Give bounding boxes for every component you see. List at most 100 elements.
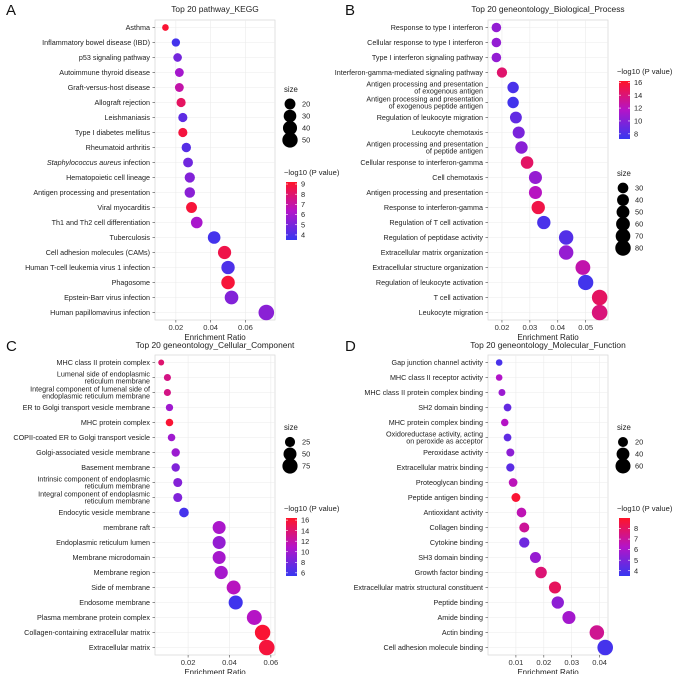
panel-d-category-label: Cell adhesion molecule binding: [384, 643, 484, 652]
panel-b-size-legend-label: 60: [635, 220, 643, 229]
panel-c-plot-area: [154, 354, 276, 656]
panel-a-color-legend-label: 8: [301, 190, 305, 199]
panel-b-category-label: Antigen processing and presentation of pe…: [366, 139, 483, 155]
panel-b-size-legend-dot: [616, 205, 630, 219]
panel-d-x-label: Enrichment Ratio: [517, 668, 579, 674]
panel-d-dot-sh2-domain-binding: [503, 403, 512, 412]
panel-d-category-label: Proteoglycan binding: [416, 478, 483, 487]
panel-c-color-legend-title: −log10 (P value): [284, 504, 340, 513]
panel-letter-d: D: [345, 338, 356, 355]
panel-b-dot-regulation-of-leukocyte-activation: [578, 274, 594, 291]
panel-a-dot-type-i-diabetes-mellitus: [178, 127, 188, 138]
panel-b-size-legend-title: size: [617, 169, 631, 178]
panel-b-color-legend-title: −log10 (P value): [617, 67, 673, 76]
panel-b-size-legend-label: 30: [635, 184, 643, 193]
panel-c-size-legend-label: 25: [302, 438, 310, 447]
panel-c-category-label: Collagen-containing extracellular matrix: [24, 628, 150, 637]
panel-d-category-label: Extracellular matrix binding: [397, 463, 483, 472]
panel-a-size-legend-label: 50: [302, 136, 310, 145]
panel-d-category-label: Extracellular matrix structural constitu…: [354, 583, 483, 592]
panel-a-color-legend-label: 5: [301, 220, 305, 229]
panel-b-category-label: Regulation of leukocyte activation: [376, 278, 483, 287]
panel-c-color-legend-label: 8: [301, 558, 305, 567]
panel-a-dot-p53-signaling-pathway: [173, 53, 182, 62]
panel-c-category-label: Endosome membrane: [79, 598, 150, 607]
panel-b-category-label: Response to type I interferon: [391, 23, 483, 32]
panel-c-category-label: Endocytic vesicle membrane: [59, 508, 150, 517]
panel-letter-c: C: [6, 338, 17, 355]
panel-a-dot-rheumatoid-arthritis: [181, 142, 192, 153]
panel-c-category-label: membrane raft: [103, 523, 150, 532]
panel-a-color-legend-label: 4: [301, 231, 305, 240]
panel-c-x-tick-label: 0.04: [222, 658, 237, 667]
panel-a-dot-hematopoietic-cell-lineage: [184, 172, 195, 183]
panel-a-x-label: Enrichment Ratio: [184, 333, 246, 342]
panel-d-category-label: SH2 domain binding: [418, 403, 483, 412]
panel-d-category-label: Peptide antigen binding: [408, 493, 483, 502]
panel-d-category-label: Gap junction channel activity: [392, 358, 484, 367]
panel-d-category-label: Peroxidase activity: [423, 448, 483, 457]
panel-d-size-legend-dot: [615, 458, 631, 474]
panel-c-dot-endosome-membrane: [228, 595, 243, 610]
panel-b-category-label: Cellular response to type I interferon: [367, 38, 483, 47]
panel-d-dot-extracellular-matrix-structural-constituent: [548, 581, 562, 594]
panel-a-category-label: Inflammatory bowel disease (IBD): [42, 38, 150, 47]
panel-a-x-tick-label: 0.06: [238, 323, 253, 332]
panel-d-dot-amide-binding: [562, 610, 576, 625]
panel-a-dot-phagosome: [221, 275, 235, 290]
panel-a-category-label: p53 signaling pathway: [79, 53, 151, 62]
panel-a-dot-allograft-rejection: [176, 97, 186, 108]
panel-d-category-label: MHC class II receptor activity: [390, 373, 483, 382]
panel-d-plot-area: [487, 354, 609, 656]
panel-b-category-label: Cell chemotaxis: [432, 173, 483, 182]
panel-d-category-label: MHC class II protein complex binding: [364, 388, 483, 397]
panel-d-dot-mhc-class-ii-protein-complex-binding: [498, 389, 506, 396]
panel-c-dot-membrane-region: [214, 565, 228, 580]
panel-b-category-label: Extracellular matrix organization: [381, 248, 483, 257]
panel-b-dot-regulation-of-leukocyte-migration: [509, 111, 522, 124]
panel-b-category-label: Antigen processing and presentation of ex…: [366, 79, 483, 95]
panel-b-category-label: Type I interferon signaling pathway: [372, 53, 483, 62]
panel-d-color-legend-title: −log10 (P value): [617, 504, 673, 513]
panel-b-category-label: Leukocyte chemotaxis: [412, 128, 484, 137]
panel-c-dot-intrinsic-component-of-endoplasmic-reticulum-membrane: [173, 477, 183, 488]
panel-a-category-label: Staphylococcus aureus infection: [47, 158, 150, 167]
panel-c-size-legend-label: 50: [302, 450, 310, 459]
panel-a-dot-human-t-cell-leukemia-virus-1-infection: [221, 260, 235, 275]
panel-d-category-label: Growth factor binding: [415, 568, 483, 577]
panel-c-category-label: Extracellular matrix: [89, 643, 151, 652]
panel-a-category-label: Cell adhesion molecules (CAMs): [46, 248, 150, 257]
panel-b-category-label: Cellular response to interferon-gamma: [360, 158, 483, 167]
panel-d-category-label: MHC protein complex binding: [389, 418, 483, 427]
panel-d-dot-extracellular-matrix-binding: [506, 463, 515, 472]
panel-c-category-label: Endoplasmic reticulum lumen: [56, 538, 150, 547]
panel-b-x-tick-label: 0.03: [522, 323, 537, 332]
panel-b-dot-antigen-processing-and-presentation-of-exogenous-peptide-antigen: [507, 96, 519, 109]
panel-a-color-legend-title: −log10 (P value): [284, 168, 340, 177]
panel-b: Top 20 geneontology_Biological_Process 0.…: [335, 4, 673, 342]
panel-a-category-label: Tuberculosis: [110, 233, 151, 242]
panel-a-color-legend-label: 9: [301, 180, 305, 189]
panel-d-size-legend-dot: [617, 436, 629, 448]
panel-b-title: Top 20 geneontology_Biological_Process: [471, 4, 624, 14]
panel-d-x-tick-label: 0.03: [564, 658, 579, 667]
panel-a-color-legend-label: 7: [301, 200, 305, 209]
panel-d-dot-peroxidase-activity: [506, 448, 515, 457]
panel-a-dot-epstein-barr-virus-infection: [224, 290, 239, 305]
panel-b-size-legend-dot: [617, 182, 629, 194]
panel-b-color-legend-label: 12: [634, 104, 642, 113]
panel-b-x-tick-label: 0.04: [550, 323, 565, 332]
panel-b-category-label: T cell activation: [434, 293, 483, 302]
panel-c-dot-collagen-containing-extracellular-matrix: [254, 624, 271, 641]
panel-c-category-label: Membrane microdomain: [73, 553, 151, 562]
panel-a-dot-inflammatory-bowel-disease-ibd: [171, 38, 181, 47]
panel-b-size-legend-label: 40: [635, 196, 643, 205]
panel-a-color-legend-bar: [286, 182, 297, 240]
panel-a-category-label: Autoimmune thyroid disease: [59, 68, 150, 77]
panel-a-dot-viral-myocarditis: [186, 202, 197, 213]
panel-c-dot-integral-component-of-endoplasmic-reticulum-membrane: [173, 492, 183, 503]
panel-d-dot-actin-binding: [589, 625, 605, 640]
panel-b-category-label: Response to interferon-gamma: [384, 203, 483, 212]
panel-a-category-label: Phagosome: [112, 278, 150, 287]
panel-a-size-legend-title: size: [284, 85, 298, 94]
